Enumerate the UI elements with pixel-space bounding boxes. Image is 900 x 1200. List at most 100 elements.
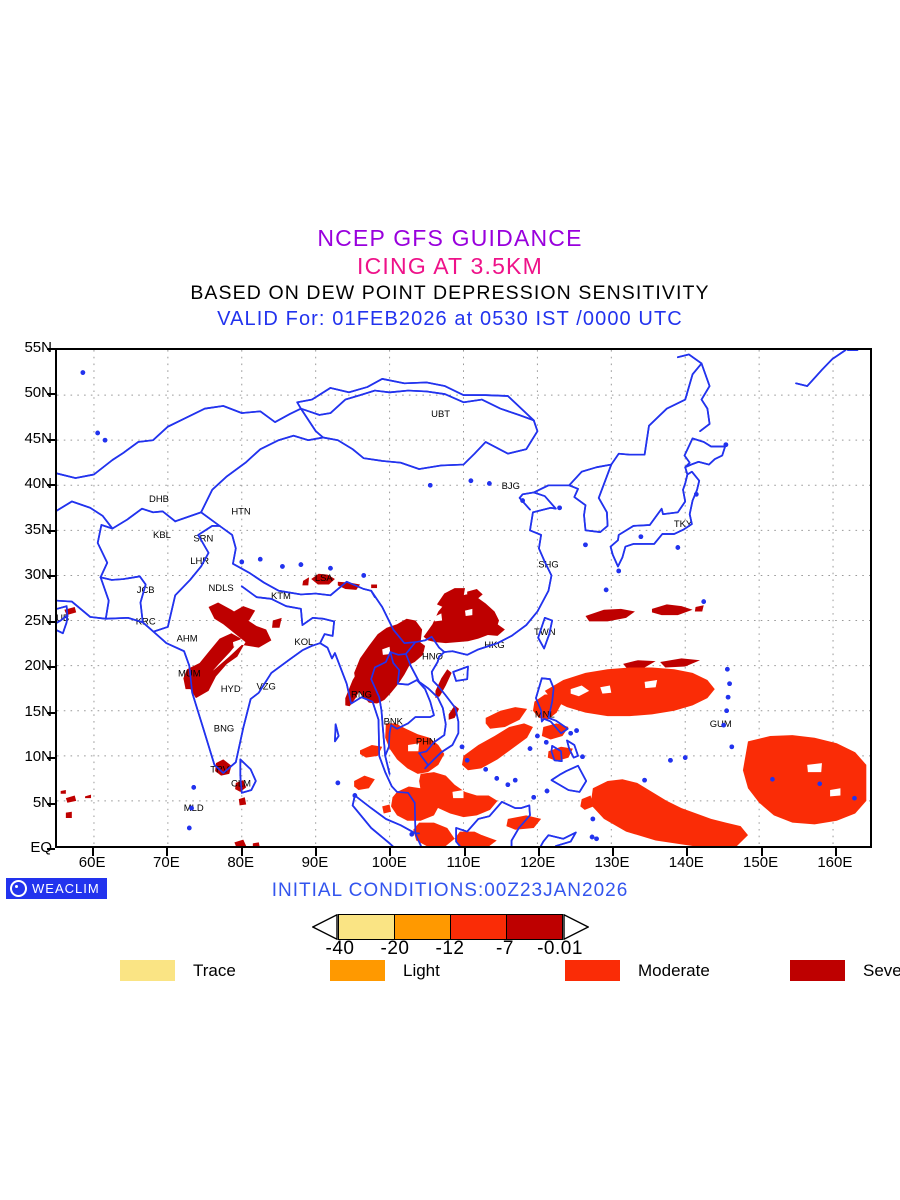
x-tick-mark [612, 848, 615, 856]
x-tick-mark [166, 848, 169, 856]
legend-item-severe: Severe [790, 960, 900, 981]
y-tick-15n: 15N [24, 702, 52, 720]
y-tick-10n: 10N [24, 748, 52, 766]
city-label-gum: GUM [710, 718, 732, 729]
city-label-phn: PHN [416, 735, 436, 746]
x-tick-160e: 160E [817, 854, 853, 871]
city-label-ahm: AHM [177, 633, 198, 644]
x-tick-mark [389, 848, 392, 856]
city-label-bjg: BJG [502, 480, 520, 491]
legend-label-severe: Severe [863, 960, 900, 980]
y-tick-mark [47, 802, 55, 805]
x-tick-mark [92, 848, 95, 856]
icing-map-svg: UBT BJG TKY SHG DHB HTN KBL SRN LHR LSA NDLS KTM JCB… [57, 350, 870, 846]
title-line-3-subtitle: BASED ON DEW POINT DEPRESSION SENSITIVIT… [190, 282, 710, 304]
weaclim-label: WEACLIM [32, 881, 100, 896]
colorbar-cell-2 [450, 915, 507, 939]
city-label-lhr: LHR [190, 555, 209, 566]
legend-item-moderate: Moderate [565, 960, 710, 981]
initial-conditions-text: INITIAL CONDITIONS:00Z23JAN2026 [271, 880, 629, 901]
x-tick-mark [760, 848, 763, 856]
colorbar [311, 914, 589, 940]
city-label-bnk: BNK [384, 716, 404, 727]
city-label-dhb: DHB [149, 493, 169, 504]
y-tick-5n: 5N [32, 793, 52, 811]
x-tick-130e: 130E [594, 854, 630, 871]
city-label-hno: HNO [422, 651, 443, 662]
colorbar-tick-1: -20 [380, 938, 410, 959]
y-tick-mark [47, 757, 55, 760]
city-label-mnl: MNL [535, 708, 555, 719]
y-tick-mark [47, 393, 55, 396]
y-tick-55n: 55N [24, 339, 52, 356]
copyright-circle-icon [10, 880, 27, 897]
city-label-tky: TKY [674, 518, 693, 529]
map-plot-area: UBT BJG TKY SHG DHB HTN KBL SRN LHR LSA NDLS KTM JCB… [55, 348, 872, 848]
legend-label-trace: Trace [193, 960, 236, 980]
legend-label-light: Light [403, 960, 440, 980]
x-tick-60e: 60E [78, 854, 106, 871]
colorbar-tick-3: -7 [496, 938, 514, 959]
city-label-krc: KRC [136, 615, 156, 626]
colorbar-wrapper [0, 914, 900, 940]
y-tick-eq: EQ [30, 839, 52, 856]
y-tick-mark [47, 711, 55, 714]
y-tick-mark [47, 438, 55, 441]
city-label-srn: SRN [193, 532, 213, 543]
colorbar-left-arrow-icon [311, 914, 338, 940]
y-tick-45n: 45N [24, 429, 52, 447]
chart-title-block: NCEP GFS GUIDANCE ICING AT 3.5KM BASED O… [0, 224, 900, 333]
y-tick-mark [47, 848, 55, 850]
y-tick-30n: 30N [24, 566, 52, 584]
legend-item-trace: Trace [120, 960, 236, 981]
city-label-kol: KOL [294, 636, 313, 647]
legend-swatch-light [330, 960, 385, 981]
legend-swatch-trace [120, 960, 175, 981]
x-tick-mark [240, 848, 243, 856]
x-tick-80e: 80E [227, 854, 255, 871]
city-label-bng: BNG [214, 723, 234, 734]
y-tick-35n: 35N [24, 520, 52, 538]
icing-severity-regions [60, 573, 867, 846]
city-label-ndls: NDLS [208, 582, 233, 593]
city-label-ubt: UBT [431, 408, 450, 419]
y-tick-mark [47, 666, 55, 669]
legend-swatch-severe [790, 960, 845, 981]
legend-swatch-moderate [565, 960, 620, 981]
x-tick-mark [463, 848, 466, 856]
y-tick-50n: 50N [24, 384, 52, 402]
y-tick-mark [47, 348, 55, 350]
city-label-hyd: HYD [221, 683, 241, 694]
x-tick-150e: 150E [743, 854, 779, 871]
weaclim-watermark: WEACLIM [6, 878, 107, 899]
y-tick-mark [47, 529, 55, 532]
colorbar-tick-4: -0.01 [537, 938, 583, 959]
x-tick-mark [537, 848, 540, 856]
title-line-1: NCEP GFS GUIDANCE [317, 225, 583, 251]
city-label-mld: MLD [184, 802, 204, 813]
city-label-twn: TWN [534, 626, 556, 637]
map-coastlines-overlay [57, 350, 859, 846]
city-label-vzg: VZG [256, 680, 275, 691]
city-label-shg: SHG [538, 559, 558, 570]
x-tick-70e: 70E [153, 854, 180, 871]
colorbar-cell-0 [338, 915, 395, 939]
x-tick-90e: 90E [301, 854, 329, 871]
colorbar-cells [337, 914, 563, 940]
city-label-jcb: JCB [137, 584, 155, 595]
x-tick-100e: 100E [371, 854, 407, 871]
x-tick-mark [834, 848, 837, 856]
y-tick-mark [47, 620, 55, 623]
colorbar-cell-1 [394, 915, 451, 939]
y-tick-25n: 25N [24, 611, 52, 629]
x-tick-mark [314, 848, 317, 856]
city-label-kbl: KBL [153, 529, 171, 540]
legend-label-moderate: Moderate [638, 960, 710, 980]
city-label-ktm: KTM [271, 590, 291, 601]
title-line-4-valid-time: VALID For: 01FEB2026 at 0530 IST /0000 U… [217, 308, 683, 330]
city-label-lsa: LSA [315, 572, 334, 583]
category-legend: Trace Light Moderate Severe [0, 960, 900, 984]
city-label-dub: DUB [57, 612, 69, 623]
x-tick-140e: 140E [668, 854, 704, 871]
y-tick-40n: 40N [24, 475, 52, 493]
